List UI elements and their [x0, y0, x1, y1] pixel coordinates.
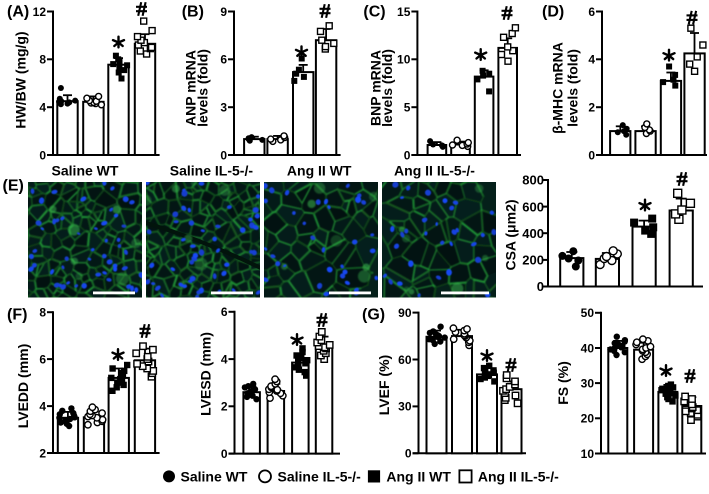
svg-text:50: 50	[581, 306, 595, 320]
svg-text:200: 200	[522, 253, 544, 268]
svg-text:4: 4	[588, 53, 595, 67]
svg-text:levels (fold): levels (fold)	[195, 49, 211, 127]
svg-text:CSA (μm2): CSA (μm2)	[503, 199, 519, 270]
svg-text:8: 8	[39, 306, 46, 320]
svg-text:6: 6	[588, 5, 595, 19]
svg-text:(E): (E)	[3, 178, 24, 195]
svg-text:60: 60	[398, 353, 412, 367]
svg-text:40: 40	[581, 341, 595, 355]
svg-text:Saline WT: Saline WT	[181, 469, 248, 485]
svg-text:20: 20	[581, 412, 595, 426]
svg-text:LVEF (%): LVEF (%)	[376, 355, 392, 415]
svg-text:Saline WT: Saline WT	[52, 163, 119, 179]
svg-text:15: 15	[397, 5, 411, 19]
svg-text:30: 30	[581, 377, 595, 391]
svg-text:0: 0	[588, 148, 595, 162]
svg-text:0: 0	[39, 148, 46, 162]
svg-text:10: 10	[581, 447, 595, 461]
svg-text:Saline IL-5-/-: Saline IL-5-/-	[278, 469, 362, 485]
svg-text:β-MHC mRNA: β-MHC mRNA	[550, 42, 566, 134]
svg-text:FS (%): FS (%)	[555, 361, 571, 405]
svg-text:6: 6	[220, 53, 227, 67]
svg-text:5: 5	[404, 101, 411, 115]
svg-text:8: 8	[39, 53, 46, 67]
svg-text:4: 4	[39, 399, 46, 413]
svg-text:9: 9	[220, 5, 227, 19]
svg-text:(B): (B)	[182, 4, 204, 21]
svg-text:2: 2	[39, 446, 46, 460]
svg-text:(D): (D)	[542, 4, 564, 21]
svg-text:(F): (F)	[7, 307, 27, 324]
svg-text:6: 6	[39, 353, 46, 367]
svg-text:10: 10	[397, 53, 411, 67]
svg-text:(A): (A)	[7, 4, 29, 21]
svg-text:Ang II IL-5-/-: Ang II IL-5-/-	[478, 469, 559, 485]
svg-text:12: 12	[33, 5, 47, 19]
svg-text:6: 6	[221, 305, 228, 319]
svg-text:levels (fold): levels (fold)	[379, 49, 395, 127]
svg-text:Ang II WT: Ang II WT	[287, 163, 352, 179]
svg-text:600: 600	[522, 199, 544, 214]
svg-text:0: 0	[405, 447, 412, 461]
svg-text:0: 0	[537, 279, 544, 294]
svg-text:0: 0	[404, 148, 411, 162]
svg-text:Ang II IL-5-/-: Ang II IL-5-/-	[394, 163, 475, 179]
svg-text:HW/BW (mg/g): HW/BW (mg/g)	[13, 31, 29, 128]
svg-text:levels (fold): levels (fold)	[565, 49, 581, 127]
svg-text:800: 800	[522, 173, 544, 188]
svg-text:400: 400	[522, 226, 544, 241]
svg-text:LVEDD (mm): LVEDD (mm)	[15, 344, 31, 429]
svg-text:4: 4	[39, 101, 46, 115]
svg-text:2: 2	[588, 101, 595, 115]
svg-text:2: 2	[221, 400, 228, 414]
svg-text:(G): (G)	[362, 307, 385, 324]
svg-text:4: 4	[221, 352, 228, 366]
svg-text:LVESD (mm): LVESD (mm)	[198, 332, 214, 416]
svg-text:0: 0	[221, 447, 228, 461]
svg-text:Ang II WT: Ang II WT	[386, 469, 451, 485]
svg-text:0: 0	[220, 148, 227, 162]
svg-text:90: 90	[398, 306, 412, 320]
svg-text:3: 3	[220, 101, 227, 115]
svg-text:(C): (C)	[363, 4, 385, 21]
svg-text:30: 30	[398, 400, 412, 414]
svg-text:Saline IL-5-/-: Saline IL-5-/-	[170, 163, 254, 179]
